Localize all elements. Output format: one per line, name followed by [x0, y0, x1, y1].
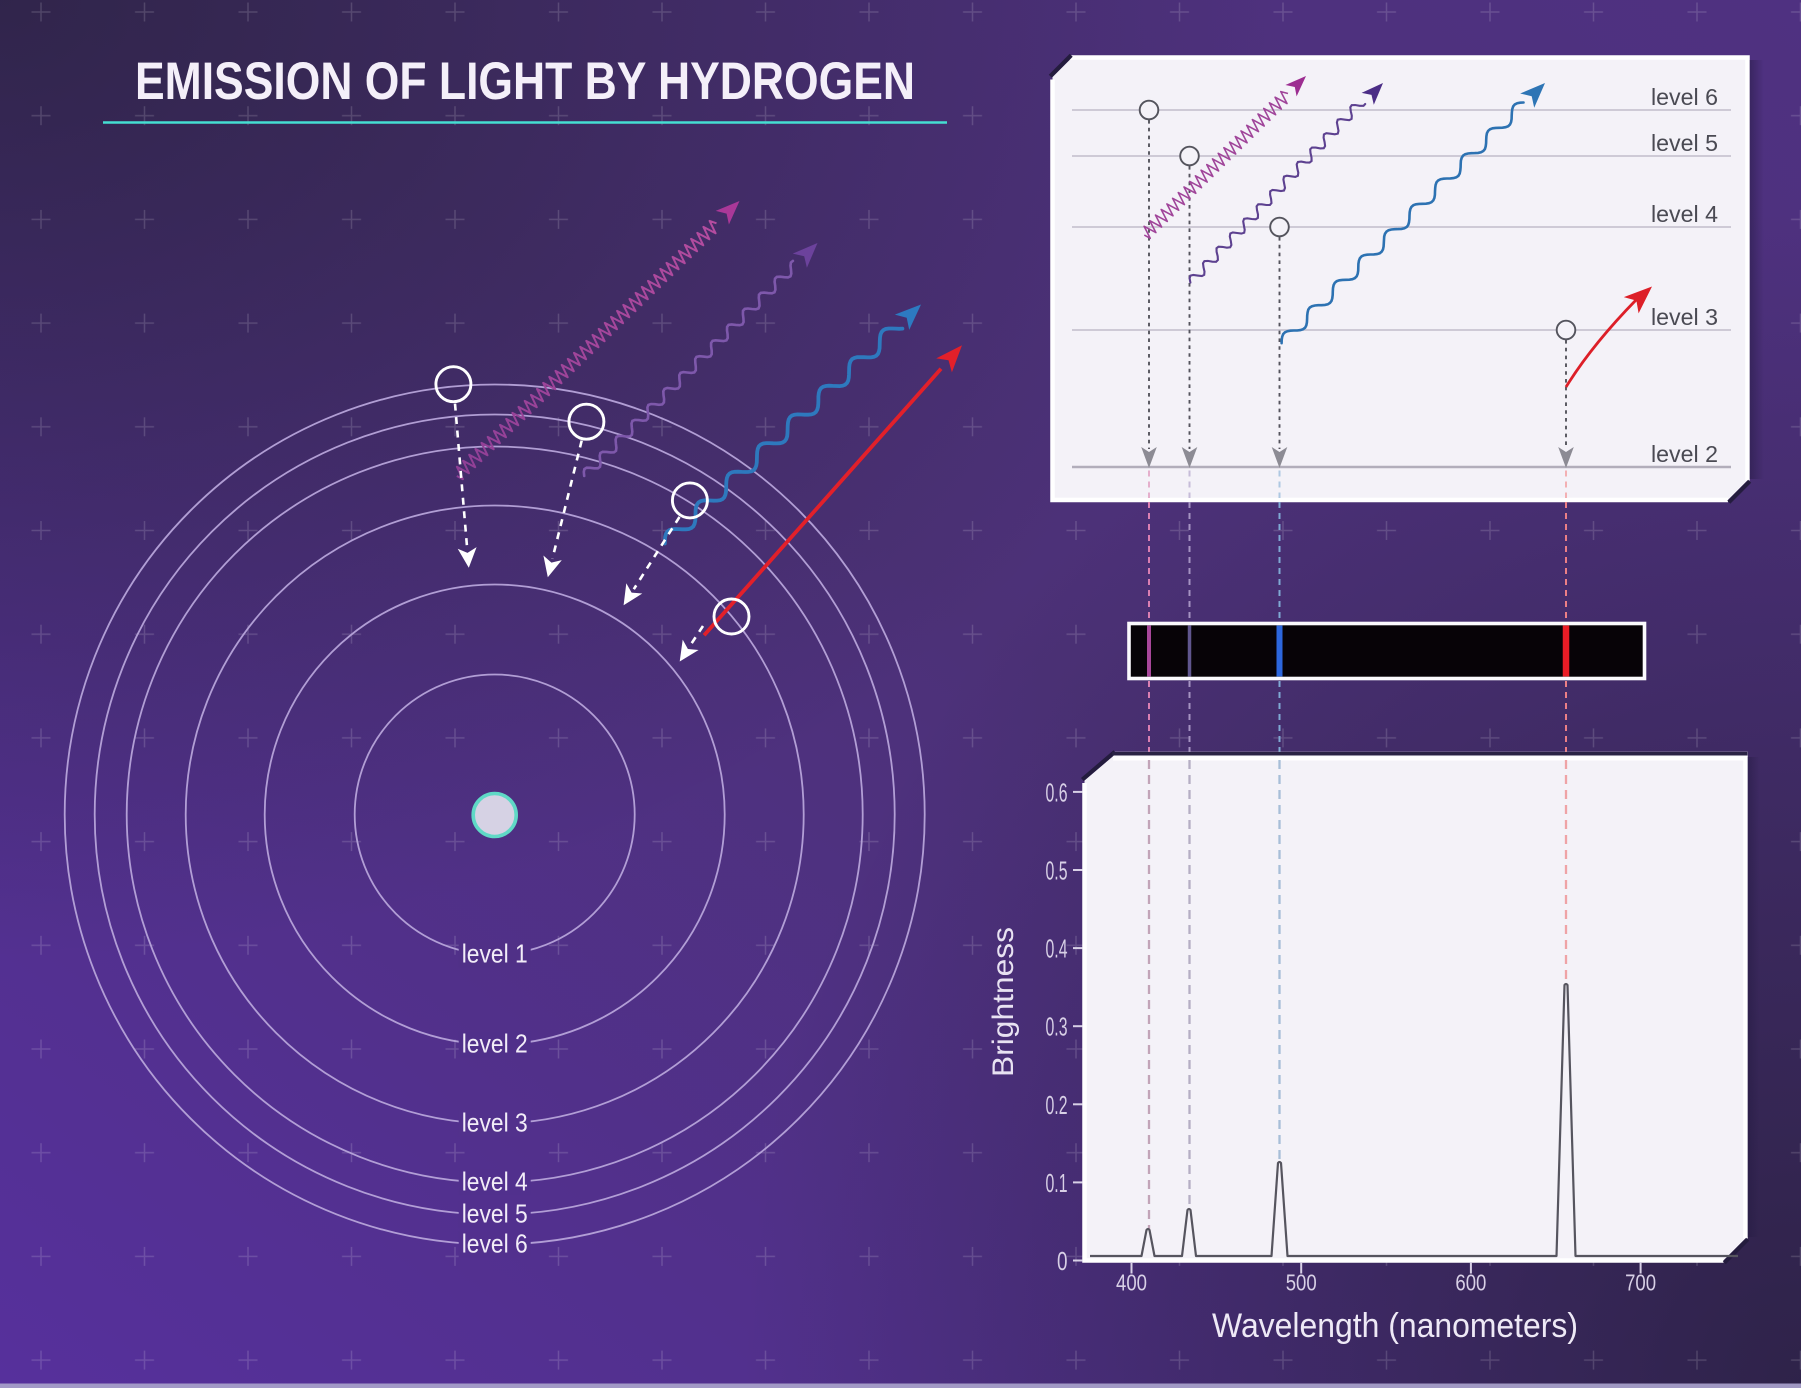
svg-text:level 6: level 6 — [462, 1229, 528, 1259]
svg-text:level 2: level 2 — [462, 1029, 528, 1059]
svg-text:level 5: level 5 — [462, 1199, 528, 1229]
svg-text:level 3: level 3 — [1651, 304, 1718, 330]
svg-text:level 4: level 4 — [1651, 201, 1718, 227]
svg-text:Wavelength (nanometers): Wavelength (nanometers) — [1212, 1307, 1578, 1345]
svg-text:0.2: 0.2 — [1046, 1090, 1068, 1120]
svg-text:700: 700 — [1625, 1270, 1656, 1296]
svg-text:0.4: 0.4 — [1046, 934, 1068, 964]
svg-text:0.6: 0.6 — [1046, 777, 1068, 807]
svg-text:level 3: level 3 — [462, 1108, 528, 1138]
svg-text:0.1: 0.1 — [1046, 1168, 1068, 1198]
svg-text:level 4: level 4 — [462, 1167, 528, 1197]
svg-text:0: 0 — [1057, 1246, 1068, 1276]
svg-text:level 1: level 1 — [462, 939, 528, 969]
svg-text:600: 600 — [1455, 1270, 1486, 1296]
svg-text:level 2: level 2 — [1651, 441, 1718, 467]
svg-text:0.3: 0.3 — [1046, 1012, 1068, 1042]
svg-text:Brightness: Brightness — [987, 927, 1020, 1077]
svg-text:EMISSION OF LIGHT BY HYDROGEN: EMISSION OF LIGHT BY HYDROGEN — [135, 53, 915, 112]
svg-text:400: 400 — [1116, 1270, 1147, 1296]
svg-text:level 6: level 6 — [1651, 84, 1718, 110]
svg-text:level 5: level 5 — [1651, 130, 1718, 156]
svg-text:500: 500 — [1286, 1270, 1317, 1296]
svg-text:0.5: 0.5 — [1046, 856, 1068, 886]
